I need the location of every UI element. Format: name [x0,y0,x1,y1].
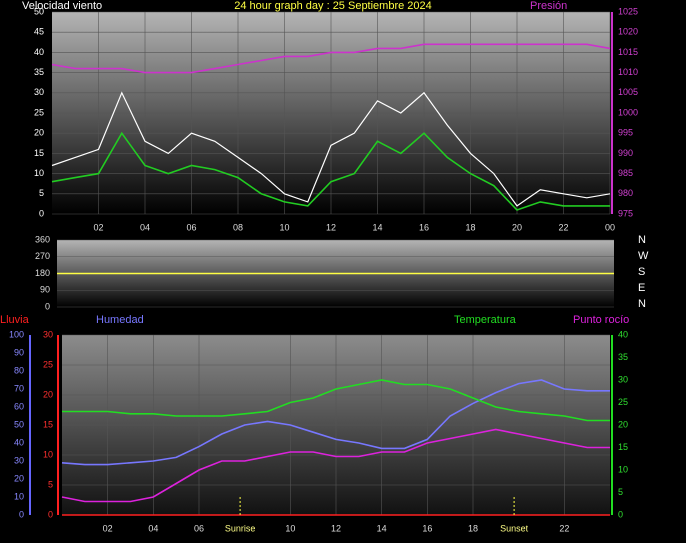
y-tick-label: 270 [35,251,50,261]
y-tick-label: 20 [43,389,53,399]
y-tick-label: 30 [14,455,24,465]
direction-label: S [638,266,645,278]
y-tick-label: 10 [43,449,53,459]
legend-entry: Humedad [96,314,144,326]
y-tick-label: 25 [43,359,53,369]
y-tick-label: 20 [14,473,24,483]
y-tick-label: 30 [618,374,628,384]
y-tick-label: 20 [34,128,44,138]
direction-label: W [638,250,649,262]
y-tick-label: 995 [618,128,633,138]
y-tick-label: 30 [43,329,53,339]
x-tick-label: 16 [422,523,432,533]
y-tick-label: 5 [39,188,44,198]
y-tick-label: 1000 [618,107,638,117]
x-tick-label: 12 [326,222,336,232]
y-tick-label: 0 [19,509,24,519]
y-tick-label: 975 [618,208,633,218]
y-tick-label: 100 [9,329,24,339]
y-tick-label: 980 [618,188,633,198]
x-tick-label: 10 [279,222,289,232]
y-tick-label: 30 [34,87,44,97]
y-tick-label: 20 [618,419,628,429]
y-tick-label: 0 [48,509,53,519]
annotation: Sunrise [225,523,256,533]
y-tick-label: 70 [14,383,24,393]
x-tick-label: 18 [465,222,475,232]
legend-entry: Presión [530,0,567,12]
series-line [51,131,610,211]
direction-label: N [638,234,646,246]
y-tick-label: 0 [618,509,623,519]
y-label: Velocidad viento [22,0,102,12]
y-tick-label: 25 [618,397,628,407]
y-tick-label: 360 [35,234,50,244]
direction-label: N [638,298,646,310]
chart-title: 24 hour graph day : 25 Septiembre 2024 [234,0,432,12]
y-tick-label: 985 [618,168,633,178]
x-tick-label: 02 [93,222,103,232]
y-tick-label: 1020 [618,27,638,37]
y-tick-label: 10 [34,168,44,178]
x-tick-label: 18 [468,523,478,533]
y-tick-label: 1025 [618,6,638,16]
y-tick-label: 5 [618,487,623,497]
series-line [51,43,611,74]
legend-entry: Lluvia [0,314,30,326]
legend-entry: Temperatura [454,314,517,326]
y-tick-label: 35 [618,352,628,362]
y-tick-label: 45 [34,27,44,37]
x-tick-label: 16 [419,222,429,232]
y-tick-label: 10 [618,464,628,474]
y-tick-label: 1015 [618,47,638,57]
y-tick-label: 10 [14,491,24,501]
x-tick-label: 12 [331,523,341,533]
x-tick-label: 06 [186,222,196,232]
y-tick-label: 15 [43,419,53,429]
x-tick-label: 14 [377,523,387,533]
y-tick-label: 90 [14,347,24,357]
x-tick-label: 02 [103,523,113,533]
y-tick-label: 0 [39,208,44,218]
x-tick-label: 04 [140,222,150,232]
series-line [61,379,610,466]
series-line [61,428,610,503]
y-tick-label: 180 [35,268,50,278]
y-tick-label: 5 [48,479,53,489]
y-tick-label: 15 [34,148,44,158]
y-tick-label: 40 [14,437,24,447]
series-line [62,379,610,422]
y-tick-label: 40 [618,329,628,339]
y-tick-label: 15 [618,442,628,452]
y-tick-label: 90 [40,285,50,295]
x-tick-label: 14 [372,222,382,232]
y-tick-label: 0 [45,301,50,311]
y-tick-label: 25 [34,107,44,117]
y-tick-label: 40 [34,47,44,57]
annotation: Sunset [500,523,529,533]
legend-entry: Punto rocío [573,314,629,326]
y-tick-label: 50 [34,6,44,16]
y-tick-label: 80 [14,365,24,375]
x-tick-label: 00 [605,222,615,232]
y-tick-label: 990 [618,148,633,158]
x-tick-label: 08 [233,222,243,232]
series-line [51,91,611,207]
y-tick-label: 1010 [618,67,638,77]
y-tick-label: 50 [14,419,24,429]
direction-label: E [638,282,645,294]
y-tick-label: 35 [34,67,44,77]
x-tick-label: 22 [559,523,569,533]
x-tick-label: 10 [285,523,295,533]
y-tick-label: 1005 [618,87,638,97]
y-tick-label: 60 [14,401,24,411]
x-tick-label: 20 [512,222,522,232]
x-tick-label: 04 [148,523,158,533]
x-tick-label: 22 [558,222,568,232]
x-tick-label: 06 [194,523,204,533]
